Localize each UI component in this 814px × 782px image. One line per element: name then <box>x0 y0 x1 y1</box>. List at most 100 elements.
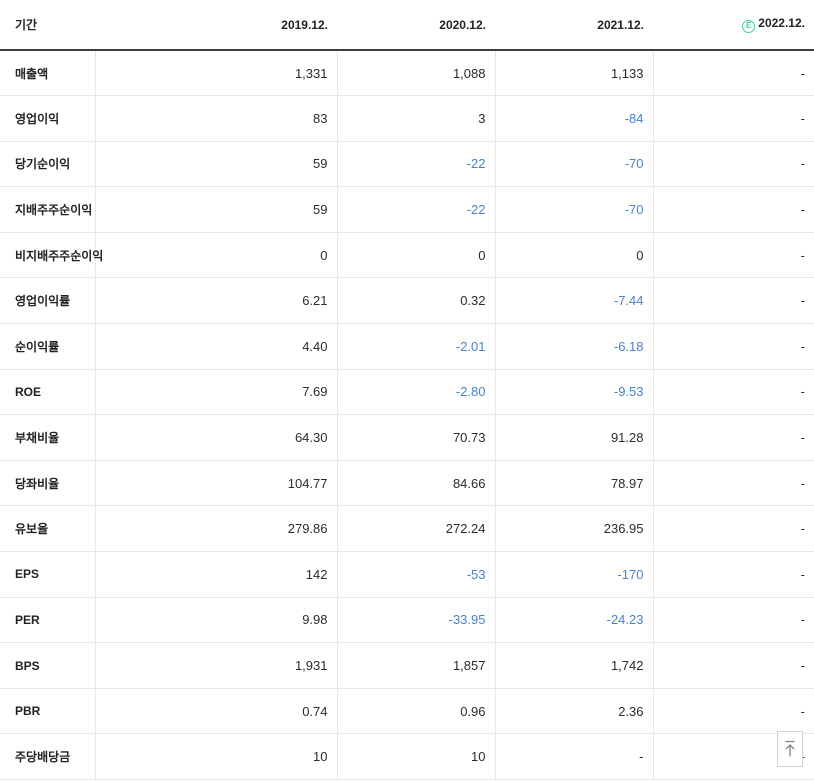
row-label: 당좌비율 <box>0 460 95 507</box>
year-header-2021: 2021.12. <box>495 0 653 51</box>
header-row: 기간 2019.12. 2020.12. 2021.12. E 2022.12. <box>0 0 814 51</box>
year-header-2019: 2019.12. <box>95 0 337 51</box>
cell-value: - <box>494 733 653 780</box>
row-label: 부채비율 <box>0 414 95 461</box>
table-row: 순이익률 4.40 -2.01 -6.18- <box>0 323 814 370</box>
cell-value: -7.44 <box>494 277 653 325</box>
cell-value: - <box>652 186 814 233</box>
row-label: 영업이익 <box>0 95 95 142</box>
cell-value: 0.96 <box>336 688 495 735</box>
arrow-up-to-top-icon <box>785 740 795 757</box>
row-label: 유보율 <box>0 505 95 553</box>
cell-value: 1,088 <box>336 50 495 97</box>
cell-value: 70.73 <box>336 414 495 461</box>
cell-value: 59 <box>94 186 337 233</box>
row-label: PER <box>0 597 95 644</box>
estimate-icon: E <box>742 19 756 33</box>
cell-value: 9.98 <box>94 597 337 644</box>
cell-value: 272.24 <box>336 505 495 553</box>
row-label: ROE <box>0 369 95 416</box>
cell-value: 1,931 <box>94 642 337 689</box>
table-row: 당좌비율 104.77 84.66 78.97- <box>0 460 814 507</box>
row-label: 비지배주주순이익 <box>0 232 103 279</box>
cell-value: - <box>652 323 814 370</box>
table-body: 매출액 1,331 1,088 1,133- 영업이익 83 3 -84- 당기순이익 59 -22… <box>0 50 814 780</box>
table-row: 매출액 1,331 1,088 1,133- <box>0 50 814 97</box>
cell-value: -33.95 <box>336 597 495 644</box>
cell-value: - <box>652 232 814 279</box>
cell-value: - <box>652 369 814 416</box>
cell-value: 1,331 <box>94 50 337 97</box>
cell-value: 3 <box>336 95 495 142</box>
cell-value: -9.53 <box>494 369 653 416</box>
cell-value: 10 <box>336 733 495 780</box>
row-label: 매출액 <box>0 50 95 97</box>
row-label: EPS <box>0 551 95 598</box>
table-row: ROE 7.69 -2.80 -9.53- <box>0 369 814 416</box>
row-label: 순이익률 <box>0 323 95 370</box>
cell-value: - <box>652 688 814 735</box>
row-label: 영업이익률 <box>0 277 95 325</box>
table-row: BPS 1,931 1,857 1,742- <box>0 642 814 689</box>
table-row: 지배주주순이익 59 -22 -70- <box>0 186 814 233</box>
cell-value: 59 <box>94 141 337 188</box>
cell-value: 1,857 <box>336 642 495 689</box>
cell-value: - <box>652 551 814 598</box>
table-row: PER 9.98 -33.95 -24.23- <box>0 597 814 644</box>
table-header: 기간 2019.12. 2020.12. 2021.12. E 2022.12. <box>0 0 814 51</box>
cell-value: -170 <box>494 551 653 598</box>
table-row: 유보율 279.86 272.24 236.95- <box>0 505 814 553</box>
cell-value: - <box>652 277 814 325</box>
cell-value: 91.28 <box>494 414 653 461</box>
cell-value: -2.80 <box>336 369 495 416</box>
cell-value: 2.36 <box>494 688 653 735</box>
cell-value: 78.97 <box>494 460 653 507</box>
cell-value: 236.95 <box>494 505 653 553</box>
cell-value: 10 <box>94 733 337 780</box>
cell-value: 0.74 <box>94 688 337 735</box>
cell-value: - <box>652 414 814 461</box>
cell-value: 279.86 <box>94 505 337 553</box>
cell-value: 1,742 <box>494 642 653 689</box>
table-row: 비지배주주순이익 0 0 0- <box>0 232 814 279</box>
scroll-to-top-button[interactable] <box>777 731 803 767</box>
table-row: EPS 142 -53 -170- <box>0 551 814 598</box>
cell-value: - <box>652 505 814 553</box>
cell-value: 0.32 <box>336 277 495 325</box>
cell-value: 142 <box>94 551 337 598</box>
row-label: BPS <box>0 642 95 689</box>
cell-value: 83 <box>94 95 337 142</box>
cell-value: -6.18 <box>494 323 653 370</box>
year-header-2022-label: 2022.12. <box>758 16 805 31</box>
cell-value: 84.66 <box>336 460 495 507</box>
row-label: PBR <box>0 688 95 735</box>
table-row: 당기순이익 59 -22 -70- <box>0 141 814 188</box>
cell-value: 0 <box>94 232 337 279</box>
cell-value: 0 <box>336 232 495 279</box>
cell-value: 1,133 <box>494 50 653 97</box>
year-header-2020: 2020.12. <box>337 0 495 51</box>
row-label: 지배주주순이익 <box>0 186 95 233</box>
cell-value: 0 <box>494 232 653 279</box>
cell-value: - <box>652 597 814 644</box>
cell-value: 104.77 <box>94 460 337 507</box>
cell-value: -84 <box>494 95 653 142</box>
cell-value: - <box>652 460 814 507</box>
cell-value: 6.21 <box>94 277 337 325</box>
cell-value: - <box>652 141 814 188</box>
cell-value: -24.23 <box>494 597 653 644</box>
row-label: 당기순이익 <box>0 141 95 188</box>
cell-value: -70 <box>494 141 653 188</box>
cell-value: - <box>652 50 814 97</box>
table-row: PBR 0.74 0.96 2.36- <box>0 688 814 735</box>
cell-value: 7.69 <box>94 369 337 416</box>
period-header: 기간 <box>0 0 95 51</box>
table-row: 영업이익률 6.21 0.32 -7.44- <box>0 277 814 325</box>
cell-value: -22 <box>336 186 495 233</box>
table-row: 부채비율 64.30 70.73 91.28- <box>0 414 814 461</box>
cell-value: -2.01 <box>336 323 495 370</box>
cell-value: -22 <box>336 141 495 188</box>
cell-value: -53 <box>336 551 495 598</box>
